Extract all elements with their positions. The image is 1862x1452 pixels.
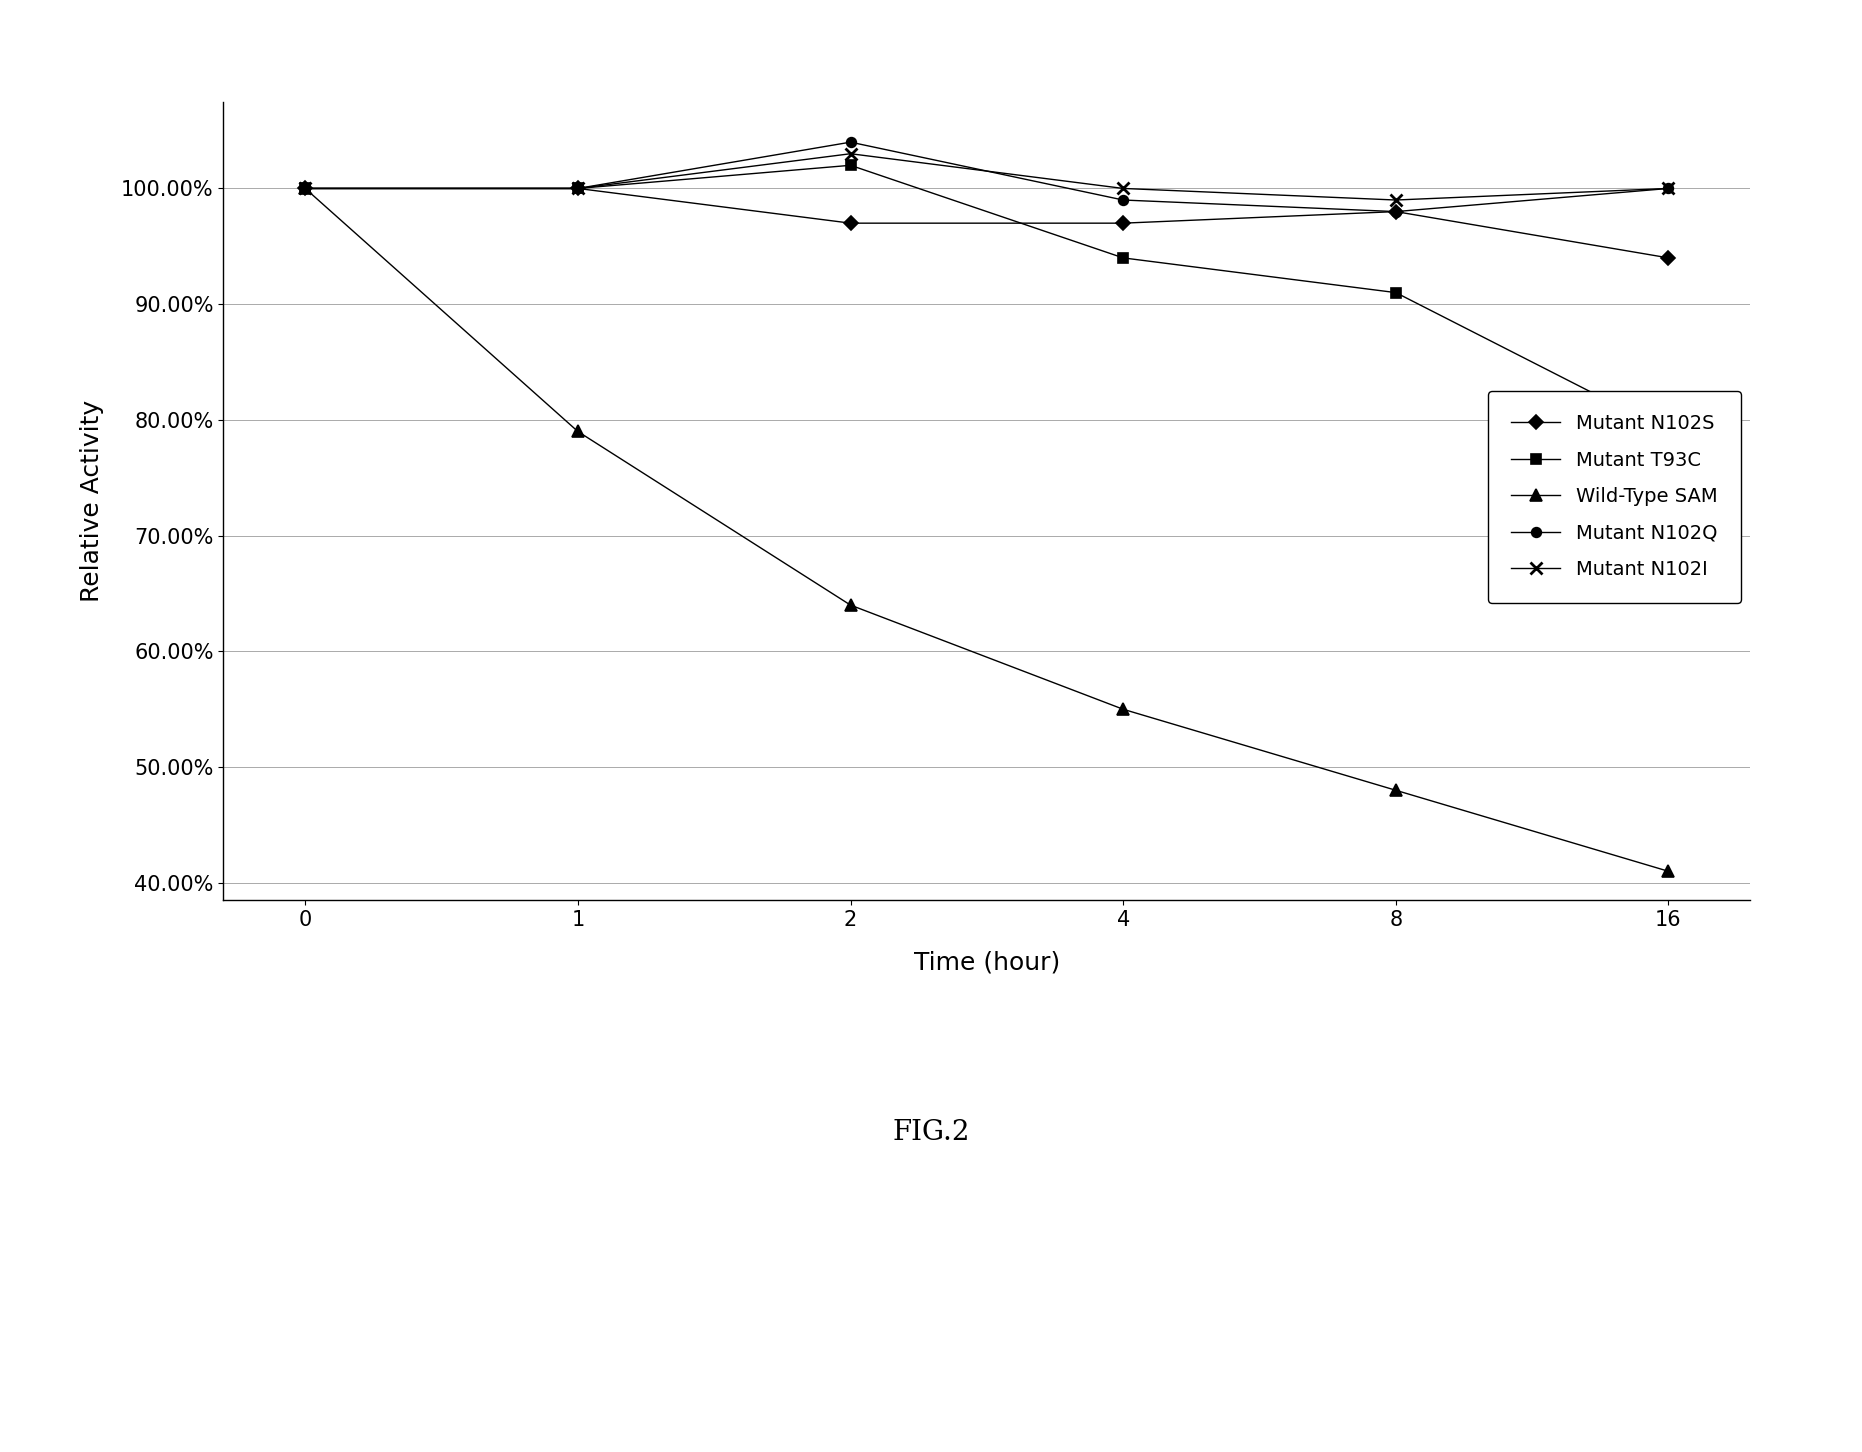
Mutant T93C	[566, 180, 588, 197]
Wild-Type SAM	[1112, 700, 1134, 717]
Mutant N102I	[294, 180, 317, 197]
Mutant N102S	[1112, 215, 1134, 232]
Wild-Type SAM	[294, 180, 317, 197]
Mutant T93C	[294, 180, 317, 197]
X-axis label: Time (hour): Time (hour)	[914, 951, 1059, 974]
Mutant N102I	[566, 180, 588, 197]
Mutant N102S	[840, 215, 862, 232]
Legend: Mutant N102S, Mutant T93C, Wild-Type SAM, Mutant N102Q, Mutant N102I: Mutant N102S, Mutant T93C, Wild-Type SAM…	[1488, 391, 1741, 603]
Line: Mutant N102Q: Mutant N102Q	[300, 138, 1674, 216]
Mutant N102S	[566, 180, 588, 197]
Mutant T93C	[1112, 250, 1134, 267]
Mutant N102Q	[840, 134, 862, 151]
Mutant N102S	[294, 180, 317, 197]
Wild-Type SAM	[566, 423, 588, 440]
Y-axis label: Relative Activity: Relative Activity	[80, 399, 104, 603]
Wild-Type SAM	[1385, 781, 1408, 799]
Mutant N102S	[1385, 203, 1408, 221]
Wild-Type SAM	[1657, 862, 1680, 880]
Mutant N102Q	[294, 180, 317, 197]
Mutant N102Q	[1657, 180, 1680, 197]
Wild-Type SAM	[840, 597, 862, 614]
Mutant T93C	[1657, 423, 1680, 440]
Mutant N102I	[1112, 180, 1134, 197]
Mutant N102I	[1385, 192, 1408, 209]
Text: FIG.2: FIG.2	[892, 1119, 970, 1146]
Line: Mutant T93C: Mutant T93C	[300, 160, 1674, 437]
Mutant N102Q	[1385, 203, 1408, 221]
Mutant T93C	[1385, 285, 1408, 302]
Line: Mutant N102I: Mutant N102I	[300, 148, 1674, 206]
Line: Mutant N102S: Mutant N102S	[300, 183, 1674, 263]
Mutant N102I	[1657, 180, 1680, 197]
Line: Wild-Type SAM: Wild-Type SAM	[300, 183, 1674, 877]
Mutant N102Q	[566, 180, 588, 197]
Mutant T93C	[840, 157, 862, 174]
Mutant N102S	[1657, 250, 1680, 267]
Mutant N102I	[840, 145, 862, 163]
Mutant N102Q	[1112, 192, 1134, 209]
